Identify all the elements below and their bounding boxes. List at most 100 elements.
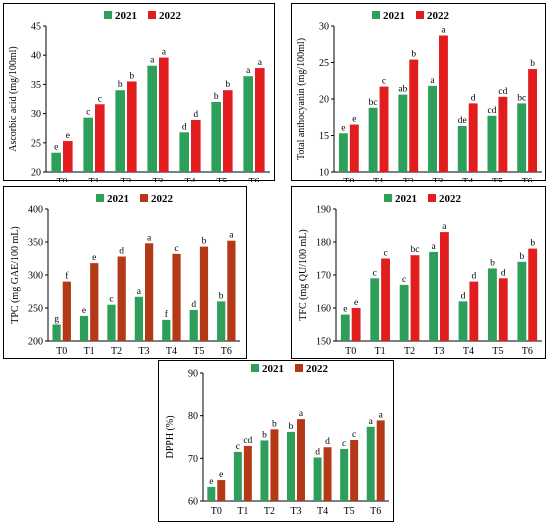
bar	[340, 314, 350, 341]
significance-label: c	[98, 94, 102, 104]
significance-label: c	[236, 442, 240, 452]
y-axis-title: TFC (mg QU/100 mL)	[298, 229, 309, 320]
x-tick-label: T4	[184, 177, 195, 182]
bar	[398, 94, 408, 172]
significance-label: b	[530, 59, 535, 69]
bar	[270, 429, 279, 501]
y-tick-label: 20	[319, 95, 329, 106]
significance-label: e	[209, 477, 213, 487]
significance-label: b	[118, 80, 123, 90]
y-tick-label: 300	[28, 271, 43, 282]
y-tick-label: 30	[31, 109, 41, 120]
legend-label: 2022	[439, 193, 462, 205]
bar	[498, 278, 508, 341]
significance-label: c	[383, 249, 387, 259]
bar	[217, 301, 226, 341]
significance-label: a	[379, 410, 384, 420]
significance-label: b	[129, 71, 134, 81]
bar	[498, 96, 508, 172]
y-axis-title: DPPH (%)	[165, 415, 176, 458]
x-tick-label: T1	[375, 346, 386, 357]
x-tick-label: T2	[111, 346, 122, 357]
bar	[134, 296, 143, 341]
bar	[428, 85, 437, 172]
significance-label: d	[191, 300, 196, 310]
y-tick-label: 400	[28, 205, 43, 216]
significance-label: d	[119, 247, 124, 257]
significance-label: f	[165, 309, 169, 320]
legend-swatch	[295, 364, 303, 372]
significance-label: cd	[243, 436, 252, 446]
y-axis-title: TPC (mg GAE/100 mL)	[10, 226, 21, 324]
legend-label: 2022	[306, 363, 329, 375]
x-tick-label: T2	[264, 506, 275, 517]
x-tick-label: T3	[433, 346, 444, 357]
significance-label: a	[442, 222, 447, 232]
bar	[366, 426, 375, 501]
bar	[376, 420, 385, 501]
chart-panel-total-anthocyanin: 10 15 20 25 30 Total anthocyanin (mg/100ml) 20…	[291, 3, 546, 182]
significance-label: cd	[498, 87, 507, 97]
legend-label: 2021	[107, 193, 129, 205]
y-tick-label: 350	[28, 238, 43, 249]
significance-label: b	[519, 252, 524, 262]
x-tick-label: T2	[404, 346, 415, 357]
significance-label: bc	[517, 93, 526, 103]
bar	[207, 486, 216, 501]
significance-label: b	[530, 239, 535, 249]
bar	[410, 255, 420, 341]
significance-label: b	[225, 80, 230, 90]
bar	[260, 440, 269, 501]
significance-label: a	[430, 76, 435, 86]
legend-swatch	[416, 11, 424, 19]
bar	[52, 324, 61, 341]
bar	[172, 253, 181, 341]
bar	[439, 35, 448, 173]
bar	[287, 431, 295, 501]
significance-label: d	[471, 272, 476, 282]
y-tick-label: 200	[28, 337, 43, 348]
significance-label: d	[501, 268, 506, 278]
x-tick-label: T4	[463, 346, 474, 357]
significance-label: c	[352, 430, 356, 440]
bar	[127, 81, 137, 172]
significance-label: d	[461, 291, 466, 301]
legend-swatch	[140, 194, 148, 202]
x-tick-label: T4	[462, 177, 473, 182]
significance-label: g	[54, 315, 59, 325]
legend-swatch	[148, 11, 156, 19]
y-tick-label: 70	[188, 454, 198, 465]
bar	[217, 480, 226, 501]
y-tick-label: 80	[188, 411, 198, 422]
significance-label: d	[193, 110, 198, 120]
y-axis-title: Total anthocyanin (mg/100ml)	[296, 38, 307, 160]
bar	[199, 246, 209, 341]
bar	[145, 243, 154, 341]
y-tick-label: 25	[319, 58, 329, 69]
y-tick-label: 160	[316, 304, 331, 315]
bar	[243, 445, 252, 501]
bar	[191, 120, 201, 172]
legend-swatch	[384, 194, 392, 202]
legend-swatch	[372, 11, 380, 19]
y-tick-label: 190	[316, 205, 331, 216]
significance-label: e	[343, 305, 347, 315]
significance-label: a	[147, 233, 152, 243]
bar	[211, 101, 221, 172]
x-tick-label: T5	[344, 506, 355, 517]
y-tick-label: 60	[188, 497, 198, 508]
significance-label: b	[272, 419, 277, 429]
bar	[457, 126, 467, 172]
y-tick-label: 20	[31, 168, 41, 179]
chart-panel-dpph: 60 70 80 90 DPPH (%) 2021 2022 e e T0 c cd T1 b b T2 b a T…	[158, 360, 394, 522]
significance-label: a	[441, 25, 446, 35]
bar	[517, 103, 527, 172]
bar	[409, 59, 419, 172]
significance-label: b	[219, 291, 224, 301]
significance-label: d	[182, 122, 187, 132]
significance-label: b	[262, 430, 267, 440]
bar	[90, 263, 99, 341]
significance-label: b	[202, 237, 207, 247]
significance-label: a	[246, 66, 251, 76]
